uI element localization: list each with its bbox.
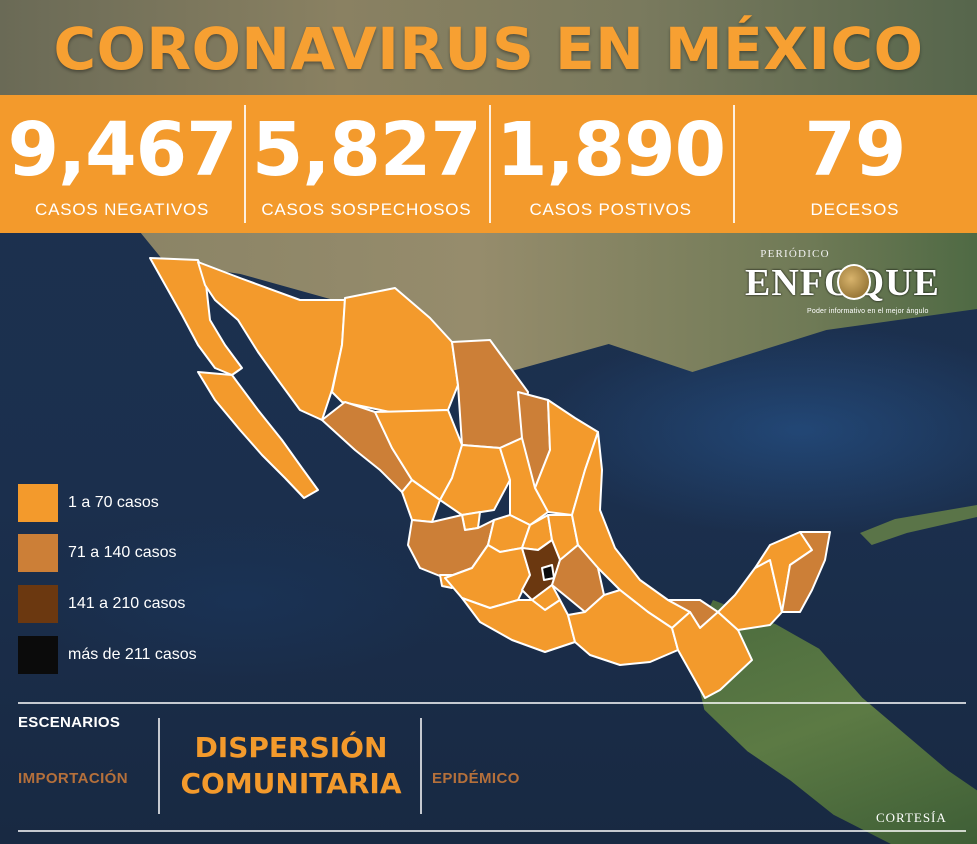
state-ciudad-de-mexico [541,564,555,581]
stat-value: 79 [804,107,906,193]
stat-value: 9,467 [7,107,238,193]
legend-label: 71 a 140 casos [68,544,177,561]
state-chiapas [671,611,753,699]
legend-label: 1 a 70 casos [68,494,159,511]
legend-swatch [18,636,58,674]
stat-suspected: 5,827 CASOS SOSPECHOSOS [244,95,488,233]
stat-label: DECESOS [810,200,900,219]
scenario-active-line2: COMUNITARIA [180,767,402,800]
stat-value: 5,827 [251,107,482,193]
scenarios-heading: ESCENARIOS [18,714,121,731]
stat-value: 1,890 [496,107,726,193]
state-coahuila [451,339,529,449]
legend-item: más de 211 casos [18,636,258,674]
legend-swatch [18,484,58,522]
stat-negative: 9,467 CASOS NEGATIVOS [0,95,244,233]
scenarios-top-rule [18,702,966,704]
globe-icon [837,264,871,300]
state-quintana-roo [781,531,831,613]
legend-item: 1 a 70 casos [18,484,258,522]
state-chihuahua [331,287,459,413]
state-san-luis-potosi [499,437,549,526]
satellite-land-top [0,0,977,100]
scenario-active: DISPERSIÓN COMUNITARIA [160,730,422,802]
legend-item: 141 a 210 casos [18,585,258,623]
state-nayarit [401,479,441,523]
enfoque-logo: PERIÓDICO ENFOQUE Poder informativo en e… [745,246,955,326]
state-guerrero [461,597,576,653]
page-title: CORONAVIRUS EN MÉXICO [53,15,924,83]
stat-label: CASOS POSTIVOS [529,200,692,219]
stat-deaths: 79 DECESOS [732,95,977,233]
scenarios-divider-left [158,718,160,814]
credit-text: CORTESÍA [876,810,947,825]
scenarios-divider-right [420,718,422,814]
legend-swatch [18,585,58,623]
legend-label: más de 211 casos [68,646,197,663]
state-sonora [197,261,346,421]
stat-label: CASOS SOSPECHOSOS [261,200,472,219]
stat-positive: 1,890 CASOS POSTIVOS [488,95,733,233]
scenario-importacion: IMPORTACIÓN [18,770,128,787]
logo-small-text: PERIÓDICO [760,248,830,260]
scenarios-bottom-rule [18,830,966,832]
scenario-epidemico: EPIDÉMICO [432,770,520,787]
scenario-active-line1: DISPERSIÓN [194,731,388,764]
state-baja-california-sur [197,371,319,499]
stat-label: CASOS NEGATIVOS [35,200,210,219]
legend-swatch [18,534,58,572]
legend-item: 71 a 140 casos [18,534,258,572]
logo-tagline: Poder informativo en el mejor ángulo [807,308,929,315]
legend-label: 141 a 210 casos [68,595,186,612]
stats-band: 9,467 CASOS NEGATIVOS 5,827 CASOS SOSPEC… [0,95,977,233]
